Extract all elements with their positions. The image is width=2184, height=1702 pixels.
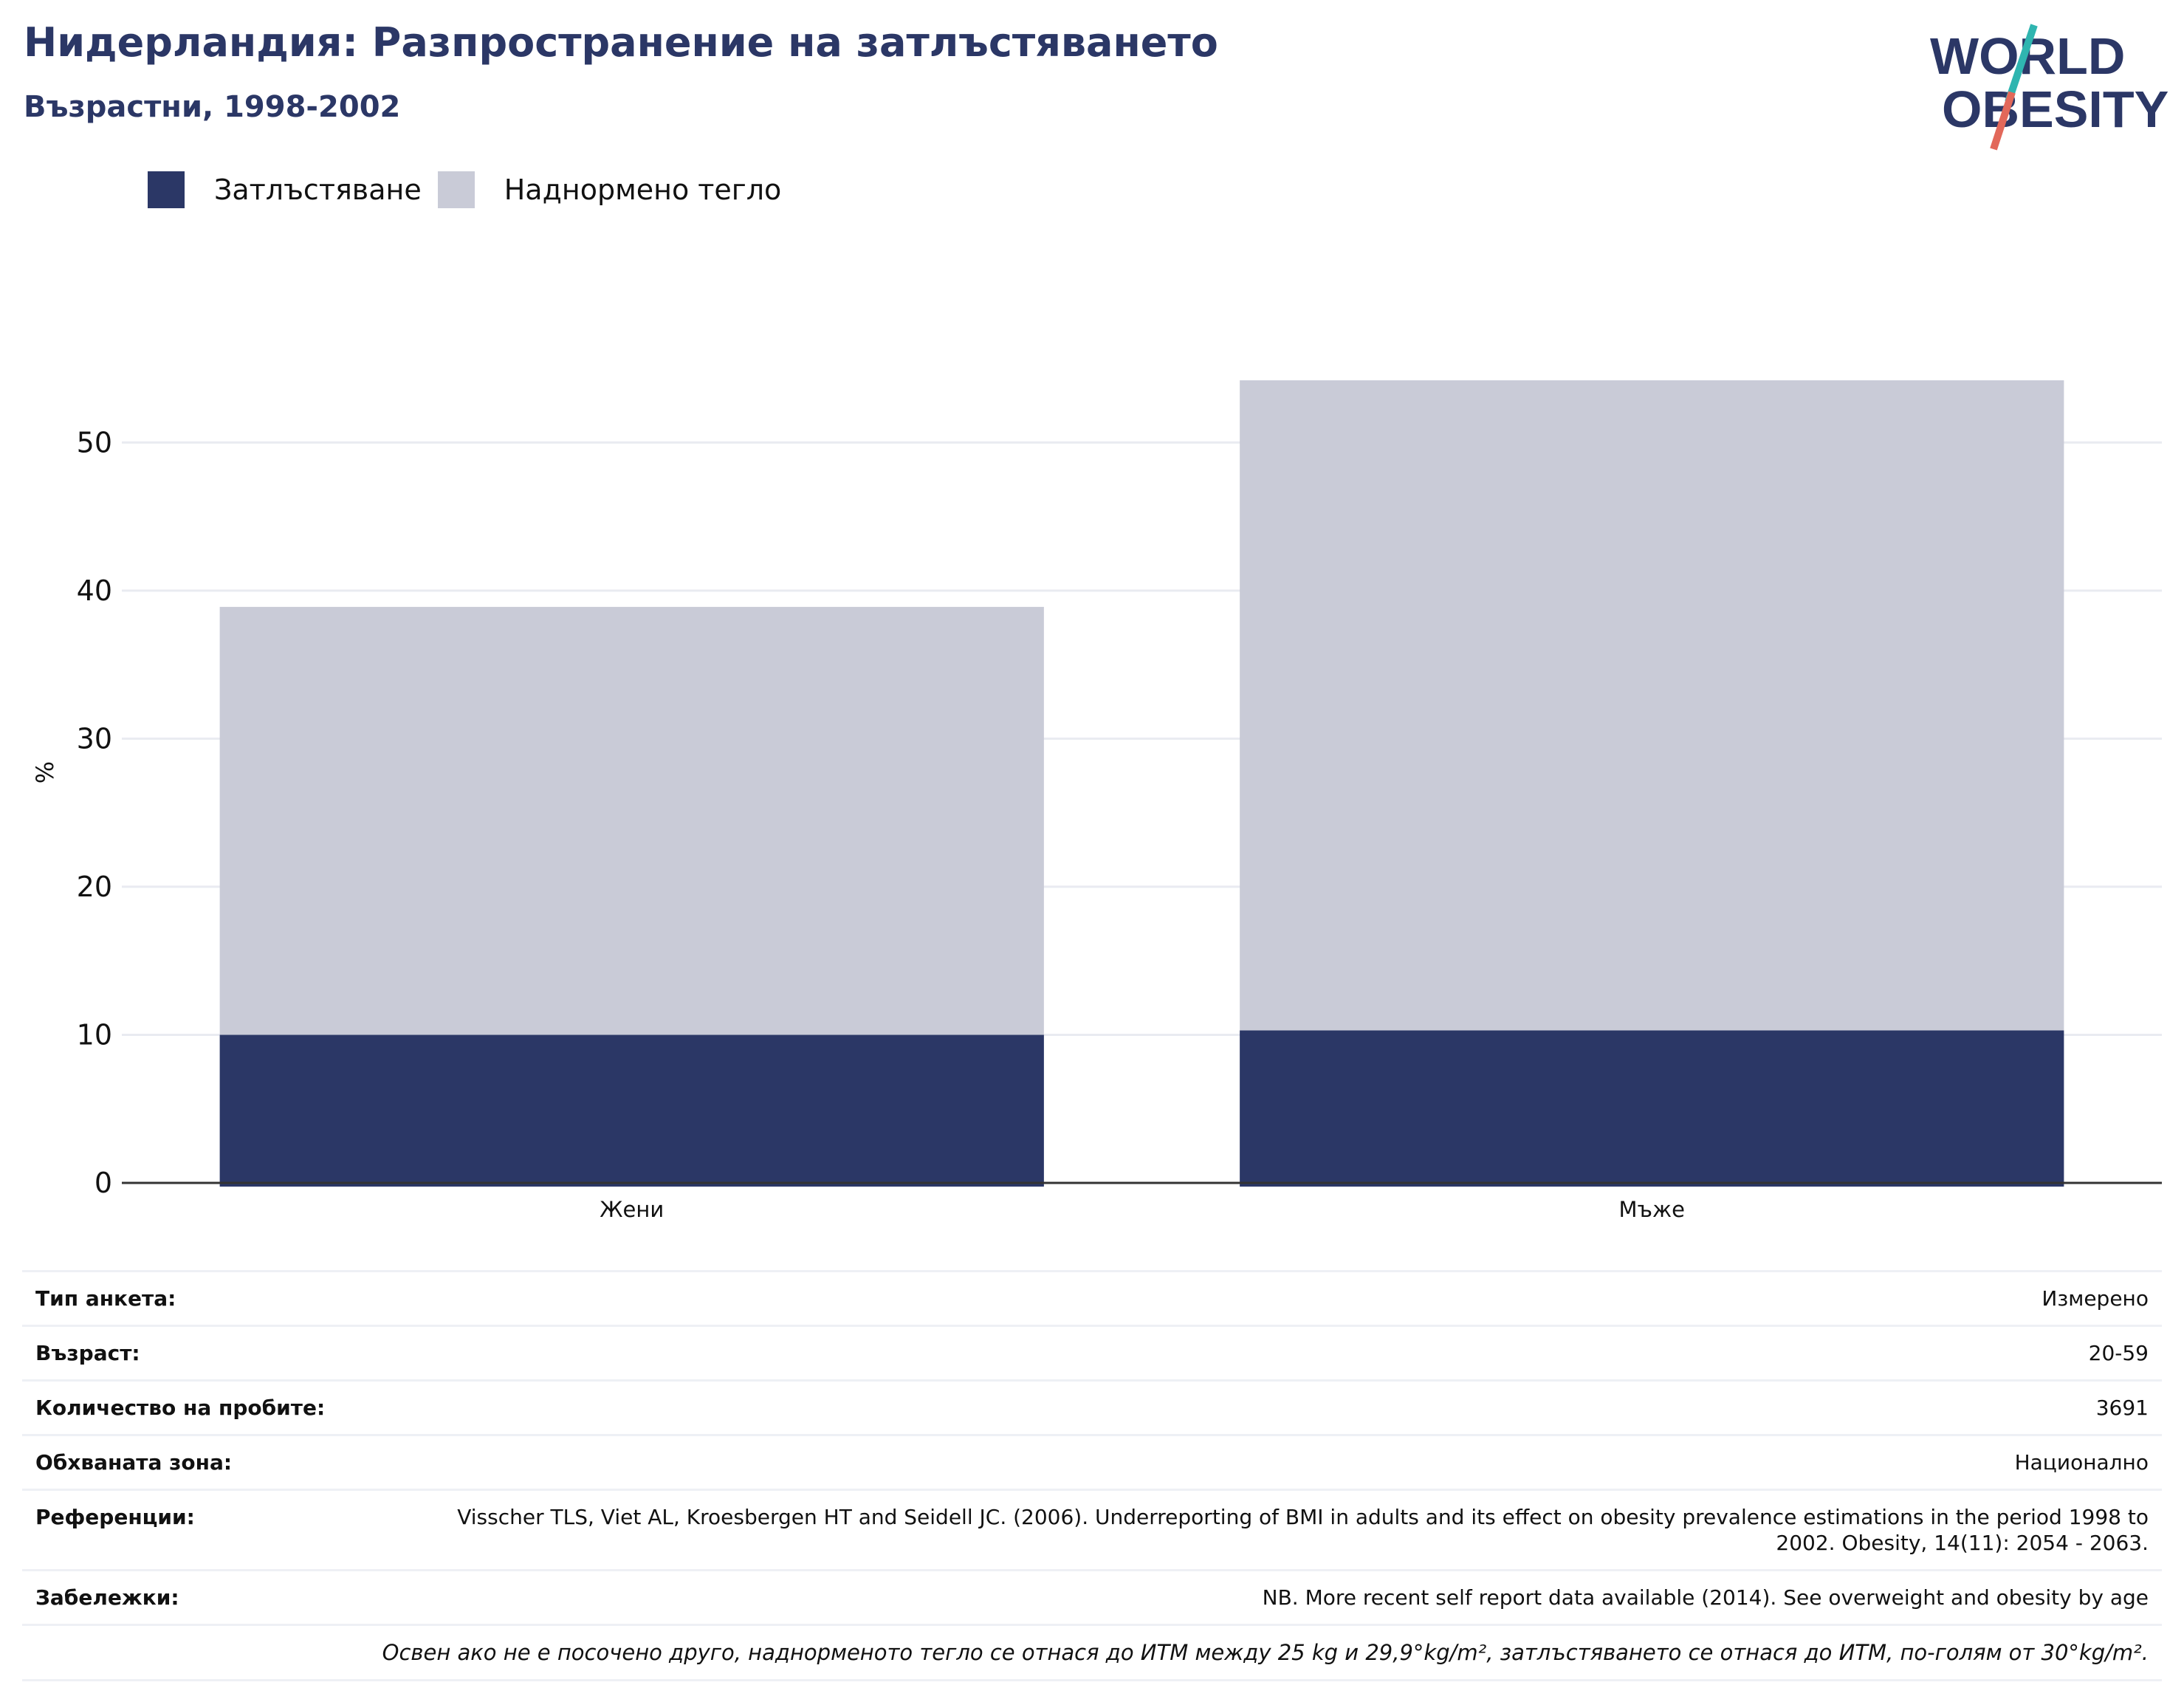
info-row: Обхваната зона: Национално: [22, 1434, 2162, 1490]
info-value-notes: NB. More recent self report data availab…: [433, 1569, 2162, 1625]
bar-obesity: [219, 1034, 1044, 1187]
legend-item-overweight[interactable]: Наднормено тегло: [437, 171, 782, 208]
info-value-references: Visscher TLS, Viet AL, Kroesbergen HT an…: [433, 1489, 2162, 1571]
page-title: Нидерландия: Разпространение на затлъстя…: [24, 19, 1218, 66]
y-tick-label: 0: [95, 1167, 112, 1199]
logo-slash-bottom: [1990, 91, 2016, 151]
legend-swatch-overweight: [437, 171, 475, 208]
info-row: Забележки: NB. More recent self report d…: [22, 1569, 2162, 1625]
y-tick-label: 20: [77, 871, 112, 903]
legend-swatch-obesity: [148, 171, 185, 208]
y-tick-label: 40: [77, 574, 112, 607]
info-row: Количество на пробите: 3691: [22, 1379, 2162, 1435]
x-tick-label: Мъже: [1619, 1197, 1685, 1222]
info-key-sample-size: Количество на пробите:: [22, 1379, 433, 1435]
y-axis-label: %: [31, 761, 59, 783]
info-value-area: Национално: [433, 1434, 2162, 1490]
definition-footnote: Освен ако не е посочено друго, наднормен…: [22, 1623, 2162, 1682]
logo-word-obesity: OBESITY: [1942, 80, 2168, 138]
y-tick-label: 10: [77, 1018, 112, 1051]
info-key-notes: Забележки:: [22, 1569, 433, 1625]
x-tick-label: Жени: [600, 1197, 664, 1222]
bar-overweight: [1240, 380, 2064, 1031]
world-obesity-logo: WORLD OBESITY: [1930, 24, 2168, 151]
info-row: Възраст: 20-59: [22, 1325, 2162, 1381]
bar-overweight: [219, 606, 1044, 1035]
survey-info-table: Тип анкета: Измерено Възраст: 20-59 Коли…: [22, 1270, 2162, 1682]
info-value-age: 20-59: [433, 1325, 2162, 1381]
legend-label-obesity: Затлъстяване: [214, 174, 422, 206]
info-key-age: Възраст:: [22, 1325, 433, 1381]
info-value-survey-type: Измерено: [433, 1270, 2162, 1326]
logo-slash-top: [2005, 24, 2038, 103]
legend-label-overweight: Наднормено тегло: [504, 174, 782, 206]
info-key-survey-type: Тип анкета:: [22, 1270, 433, 1326]
info-value-sample-size: 3691: [433, 1379, 2162, 1435]
info-row: Референции: Visscher TLS, Viet AL, Kroes…: [22, 1489, 2162, 1571]
y-tick-label: 50: [77, 426, 112, 459]
page-subtitle: Възрастни, 1998-2002: [24, 90, 401, 124]
legend-item-obesity[interactable]: Затлъстяване: [148, 171, 422, 208]
info-key-references: Референции:: [22, 1489, 433, 1571]
bar-chart: 0 10 20 30 40 50% Жени Мъже: [31, 380, 2162, 1222]
y-tick-label: 30: [77, 722, 112, 755]
chart-legend: Затлъстяване Наднормено тегло: [148, 171, 797, 208]
info-row-footnote: Освен ако не е посочено друго, наднормен…: [22, 1623, 2162, 1682]
bar-obesity: [1240, 1030, 2064, 1187]
info-key-area: Обхваната зона:: [22, 1434, 433, 1490]
info-row: Тип анкета: Измерено: [22, 1270, 2162, 1326]
